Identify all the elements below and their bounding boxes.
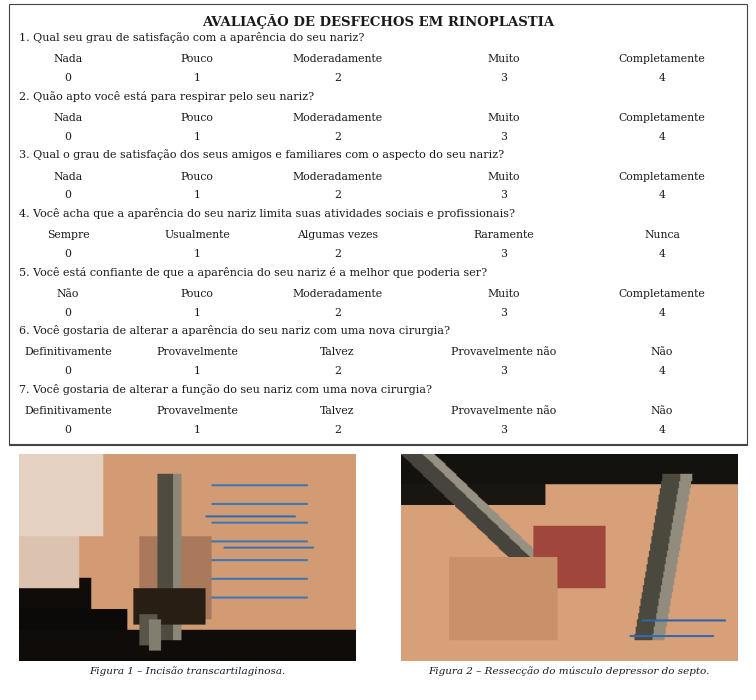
- Text: 4: 4: [658, 132, 665, 142]
- Text: Algumas vezes: Algumas vezes: [297, 230, 378, 240]
- Text: Muito: Muito: [487, 55, 519, 64]
- Text: 1: 1: [194, 366, 201, 376]
- Text: 4: 4: [658, 190, 665, 200]
- Text: 4: 4: [658, 249, 665, 259]
- Text: Não: Não: [651, 347, 674, 358]
- Text: Definitivamente: Definitivamente: [24, 347, 112, 358]
- Text: 2: 2: [334, 366, 341, 376]
- Text: 0: 0: [64, 307, 72, 318]
- Text: Talvez: Talvez: [321, 347, 355, 358]
- Text: Completamente: Completamente: [618, 55, 705, 64]
- Text: 3: 3: [500, 307, 507, 318]
- Text: Definitivamente: Definitivamente: [24, 406, 112, 416]
- Text: Talvez: Talvez: [321, 406, 355, 416]
- Text: 1: 1: [194, 307, 201, 318]
- Text: Pouco: Pouco: [181, 289, 214, 299]
- Text: 1. Qual seu grau de satisfação com a aparência do seu nariz?: 1. Qual seu grau de satisfação com a apa…: [19, 32, 364, 43]
- Text: Sempre: Sempre: [47, 230, 89, 240]
- Text: 0: 0: [64, 132, 72, 142]
- Text: 1: 1: [194, 190, 201, 200]
- Text: 3: 3: [500, 366, 507, 376]
- Text: Pouco: Pouco: [181, 55, 214, 64]
- Text: 2: 2: [334, 190, 341, 200]
- Text: 2. Quão apto você está para respirar pelo seu nariz?: 2. Quão apto você está para respirar pel…: [19, 91, 314, 101]
- Text: 3: 3: [500, 190, 507, 200]
- Text: 3: 3: [500, 425, 507, 435]
- Text: Nada: Nada: [54, 113, 82, 123]
- Text: 7. Você gostaria de alterar a função do seu nariz com uma nova cirurgia?: 7. Você gostaria de alterar a função do …: [19, 384, 432, 395]
- Text: 3: 3: [500, 74, 507, 83]
- Text: 4: 4: [658, 74, 665, 83]
- Text: 1: 1: [194, 425, 201, 435]
- Text: Moderadamente: Moderadamente: [293, 172, 383, 181]
- Text: Não: Não: [651, 406, 674, 416]
- Text: Moderadamente: Moderadamente: [293, 289, 383, 299]
- Text: Completamente: Completamente: [618, 289, 705, 299]
- Text: Não: Não: [57, 289, 79, 299]
- Text: 6. Você gostaria de alterar a aparência do seu nariz com uma nova cirurgia?: 6. Você gostaria de alterar a aparência …: [19, 325, 450, 336]
- Text: 3. Qual o grau de satisfação dos seus amigos e familiares com o aspecto do seu n: 3. Qual o grau de satisfação dos seus am…: [19, 149, 503, 160]
- Text: 2: 2: [334, 425, 341, 435]
- Text: 5. Você está confiante de que a aparência do seu nariz é a melhor que poderia se: 5. Você está confiante de que a aparênci…: [19, 267, 487, 277]
- Text: Muito: Muito: [487, 113, 519, 123]
- Text: 4: 4: [658, 366, 665, 376]
- Text: Muito: Muito: [487, 172, 519, 181]
- Text: Pouco: Pouco: [181, 113, 214, 123]
- Text: 4. Você acha que a aparência do seu nariz limita suas atividades sociais e profi: 4. Você acha que a aparência do seu nari…: [19, 208, 515, 219]
- Text: Muito: Muito: [487, 289, 519, 299]
- Text: Raramente: Raramente: [473, 230, 534, 240]
- Text: 2: 2: [334, 249, 341, 259]
- Text: 0: 0: [64, 425, 72, 435]
- Text: Figura 1 – Incisão transcartilaginosa.: Figura 1 – Incisão transcartilaginosa.: [89, 666, 285, 676]
- Text: Provavelmente: Provavelmente: [156, 406, 238, 416]
- Text: 1: 1: [194, 249, 201, 259]
- Text: 2: 2: [334, 74, 341, 83]
- Text: Completamente: Completamente: [618, 172, 705, 181]
- Text: Pouco: Pouco: [181, 172, 214, 181]
- Text: 4: 4: [658, 425, 665, 435]
- Text: Provavelmente: Provavelmente: [156, 347, 238, 358]
- Text: 0: 0: [64, 74, 72, 83]
- Text: Completamente: Completamente: [618, 113, 705, 123]
- Text: 3: 3: [500, 249, 507, 259]
- Text: 0: 0: [64, 249, 72, 259]
- Text: Nunca: Nunca: [644, 230, 680, 240]
- Text: Provavelmente não: Provavelmente não: [451, 406, 556, 416]
- Text: Provavelmente não: Provavelmente não: [451, 347, 556, 358]
- Text: 0: 0: [64, 190, 72, 200]
- Text: Nada: Nada: [54, 55, 82, 64]
- Text: Moderadamente: Moderadamente: [293, 55, 383, 64]
- Text: Moderadamente: Moderadamente: [293, 113, 383, 123]
- Text: 4: 4: [658, 307, 665, 318]
- Text: 1: 1: [194, 132, 201, 142]
- Text: Nada: Nada: [54, 172, 82, 181]
- Text: 0: 0: [64, 366, 72, 376]
- Text: 2: 2: [334, 307, 341, 318]
- Text: 3: 3: [500, 132, 507, 142]
- Text: 2: 2: [334, 132, 341, 142]
- Text: AVALIAÇÃO DE DESFECHOS EM RINOPLASTIA: AVALIAÇÃO DE DESFECHOS EM RINOPLASTIA: [202, 15, 554, 29]
- Text: Figura 2 – Ressecção do músculo depressor do septo.: Figura 2 – Ressecção do músculo depresso…: [428, 666, 710, 676]
- Text: 1: 1: [194, 74, 201, 83]
- Text: Usualmente: Usualmente: [164, 230, 230, 240]
